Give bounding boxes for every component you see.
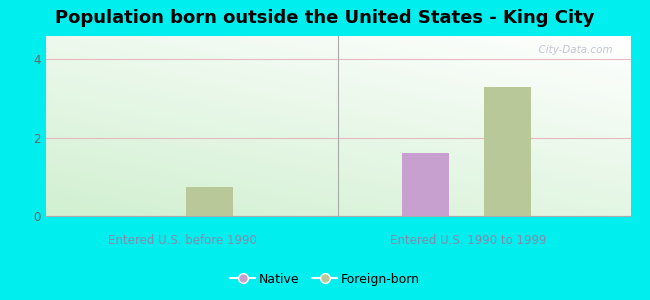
Bar (402, 153, 449, 216)
Text: Population born outside the United States - King City: Population born outside the United State… (55, 9, 595, 27)
Text: Entered U.S. before 1990: Entered U.S. before 1990 (107, 234, 257, 247)
Text: Entered U.S. 1990 to 1999: Entered U.S. 1990 to 1999 (390, 234, 546, 247)
Text: City-Data.com: City-Data.com (532, 45, 613, 55)
Bar (484, 87, 531, 216)
Bar (186, 187, 233, 216)
Legend: Native, Foreign-born: Native, Foreign-born (225, 268, 425, 291)
